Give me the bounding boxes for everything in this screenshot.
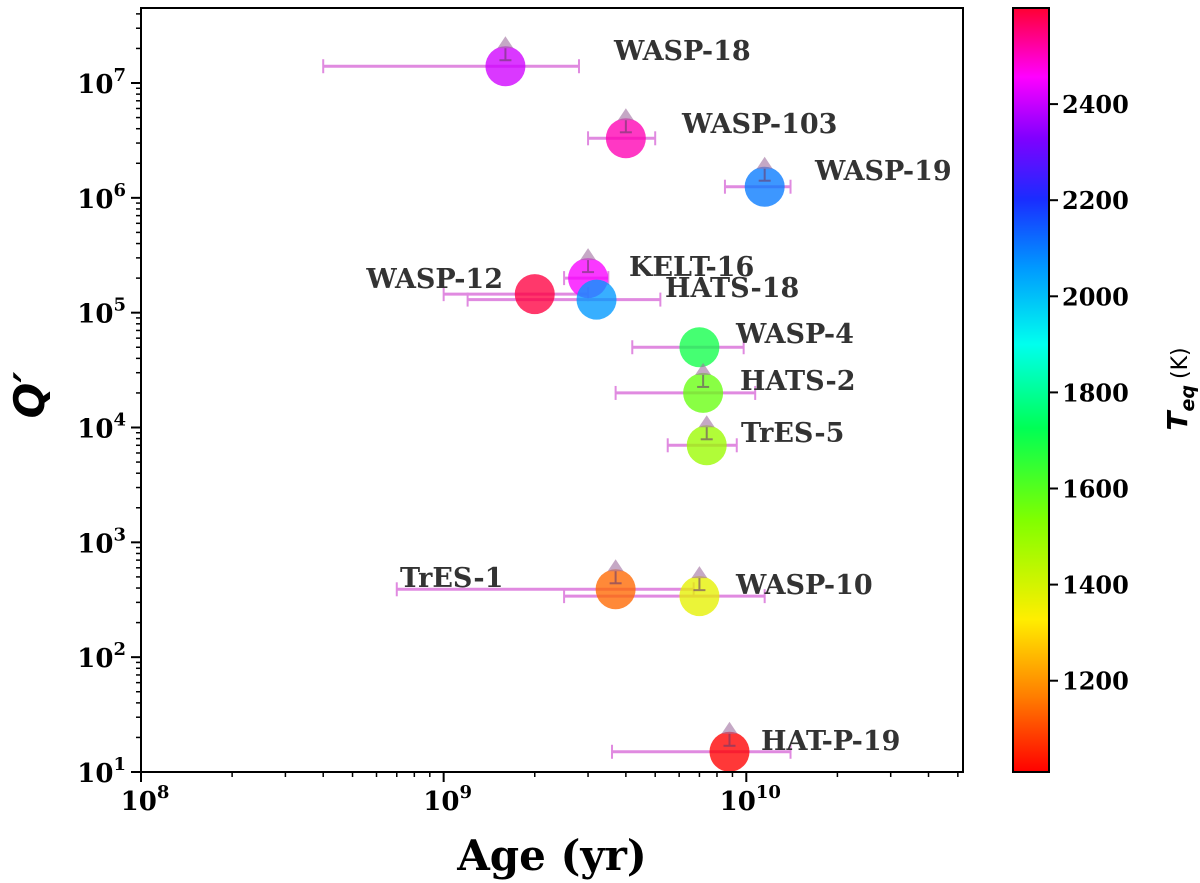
x-tick-exponent: 10 (756, 782, 781, 803)
error-bars (322, 59, 792, 759)
colorbar-gradient (1012, 7, 1050, 773)
lower-limit-kelt-16 (580, 248, 597, 274)
limit-arrow-hats-2 (695, 362, 712, 375)
point-labels: WASP-18 WASP-103 WASP-19 KELT-16 WASP-12 HATS… (365, 36, 951, 757)
y-tick-exponent: 1 (113, 754, 126, 775)
marker-hat-p-19 (709, 731, 750, 772)
point-label-wasp-103: WASP-103 (681, 109, 837, 140)
x-axis-title: Age (yr) (456, 831, 647, 880)
colorbar: 1200 1400 1600 1800 2000 2200 2400 Teq (K) (1012, 7, 1199, 773)
y-tick-label: 102 (77, 639, 126, 674)
colorbar-ticks: 1200 1400 1600 1800 2000 2200 2400 (1049, 90, 1129, 696)
point-label-hat-p-19: HAT-P-19 (761, 726, 900, 757)
marker-hats-18 (576, 279, 617, 320)
marker-wasp-4 (679, 327, 720, 368)
markers (485, 36, 785, 772)
y-tick-exponent: 3 (113, 524, 126, 545)
colorbar-label-unit: (K) (1168, 347, 1193, 379)
x-tick-exponent: 8 (157, 782, 170, 803)
marker-wasp-18 (485, 46, 526, 87)
y-tick-label: 106 (77, 180, 126, 215)
y-tick-label: 101 (77, 754, 126, 789)
plot-frame (140, 7, 964, 773)
x-tick-label: 109 (423, 782, 472, 817)
y-tick-base: 10 (77, 644, 113, 674)
point-label-hats-2: HATS-2 (740, 366, 856, 397)
y-tick-label: 107 (77, 65, 126, 100)
point-label-tres-1: TrES-1 (400, 563, 503, 594)
colorbar-tick-label: 2400 (1062, 90, 1129, 119)
colorbar-tick-label: 1400 (1062, 571, 1129, 600)
lower-limit-tres-5 (698, 415, 715, 441)
limit-arrow-wasp-103 (617, 108, 634, 121)
y-tick-exponent: 2 (113, 639, 126, 660)
y-tick-exponent: 5 (113, 295, 126, 316)
limit-arrow-wasp-10 (691, 566, 708, 579)
y-tick-label: 105 (77, 295, 126, 330)
point-label-kelt-16: KELT-16 (629, 252, 754, 283)
colorbar-label-symbol: T (1161, 410, 1194, 431)
y-tick-base: 10 (77, 70, 113, 100)
colorbar-tick-label: 2000 (1062, 282, 1129, 311)
y-tick-base: 10 (77, 300, 113, 330)
lower-limit-hat-p-19 (721, 721, 738, 747)
x-tick-exponent: 9 (459, 782, 472, 803)
lower-limit-hats-2 (695, 362, 712, 388)
colorbar-tick-label: 2200 (1062, 186, 1129, 215)
marker-wasp-12 (514, 274, 555, 315)
y-tick-base: 10 (77, 415, 113, 445)
x-axis-ticks: 108 109 1010 (121, 772, 959, 817)
point-label-wasp-18: WASP-18 (613, 36, 751, 67)
y-axis-title: Q′ (5, 372, 54, 419)
y-tick-exponent: 4 (113, 410, 126, 431)
point-label-wasp-10: WASP-10 (735, 570, 873, 601)
point-label-wasp-19: WASP-19 (814, 156, 952, 187)
lower-limit-wasp-103 (617, 108, 634, 134)
limit-arrow-wasp-19 (756, 156, 773, 169)
limit-arrow-wasp-18 (497, 36, 514, 49)
marker-tres-1 (595, 569, 636, 610)
x-tick-label: 1010 (720, 782, 781, 817)
limit-arrow-hat-p-19 (721, 721, 738, 734)
x-tick-base: 10 (720, 787, 756, 817)
y-tick-label: 103 (77, 524, 126, 559)
marker-wasp-10 (679, 576, 720, 617)
lower-limit-wasp-19 (756, 156, 773, 182)
colorbar-label: Teq (K) (1161, 347, 1199, 430)
y-tick-exponent: 7 (113, 65, 126, 86)
lower-limit-wasp-18 (497, 36, 514, 62)
y-tick-base: 10 (77, 529, 113, 559)
limit-arrow-kelt-16 (580, 248, 597, 261)
limit-arrow-tres-5 (698, 415, 715, 428)
y-tick-base: 10 (77, 185, 113, 215)
x-tick-base: 10 (423, 787, 459, 817)
colorbar-label-sub: eq (1177, 385, 1199, 412)
point-label-wasp-12: WASP-12 (365, 264, 503, 295)
marker-wasp-103 (605, 118, 646, 159)
x-tick-label: 108 (121, 782, 170, 817)
point-label-hats-18: HATS-18 (665, 273, 799, 304)
colorbar-tick-label: 1200 (1062, 667, 1129, 696)
marker-hats-2 (683, 372, 724, 413)
y-tick-label: 104 (77, 410, 126, 445)
colorbar-tick-label: 1600 (1062, 475, 1129, 504)
point-label-wasp-4: WASP-4 (735, 319, 854, 350)
marker-tres-5 (686, 425, 727, 466)
colorbar-tick-label: 1800 (1062, 378, 1129, 407)
marker-wasp-19 (744, 166, 785, 207)
y-tick-base: 10 (77, 759, 113, 789)
lower-limit-tres-1 (607, 559, 624, 585)
limit-arrow-tres-1 (607, 559, 624, 572)
point-label-tres-5: TrES-5 (741, 418, 844, 449)
x-tick-base: 10 (121, 787, 157, 817)
lower-limit-wasp-10 (691, 566, 708, 592)
y-tick-exponent: 6 (113, 180, 126, 201)
